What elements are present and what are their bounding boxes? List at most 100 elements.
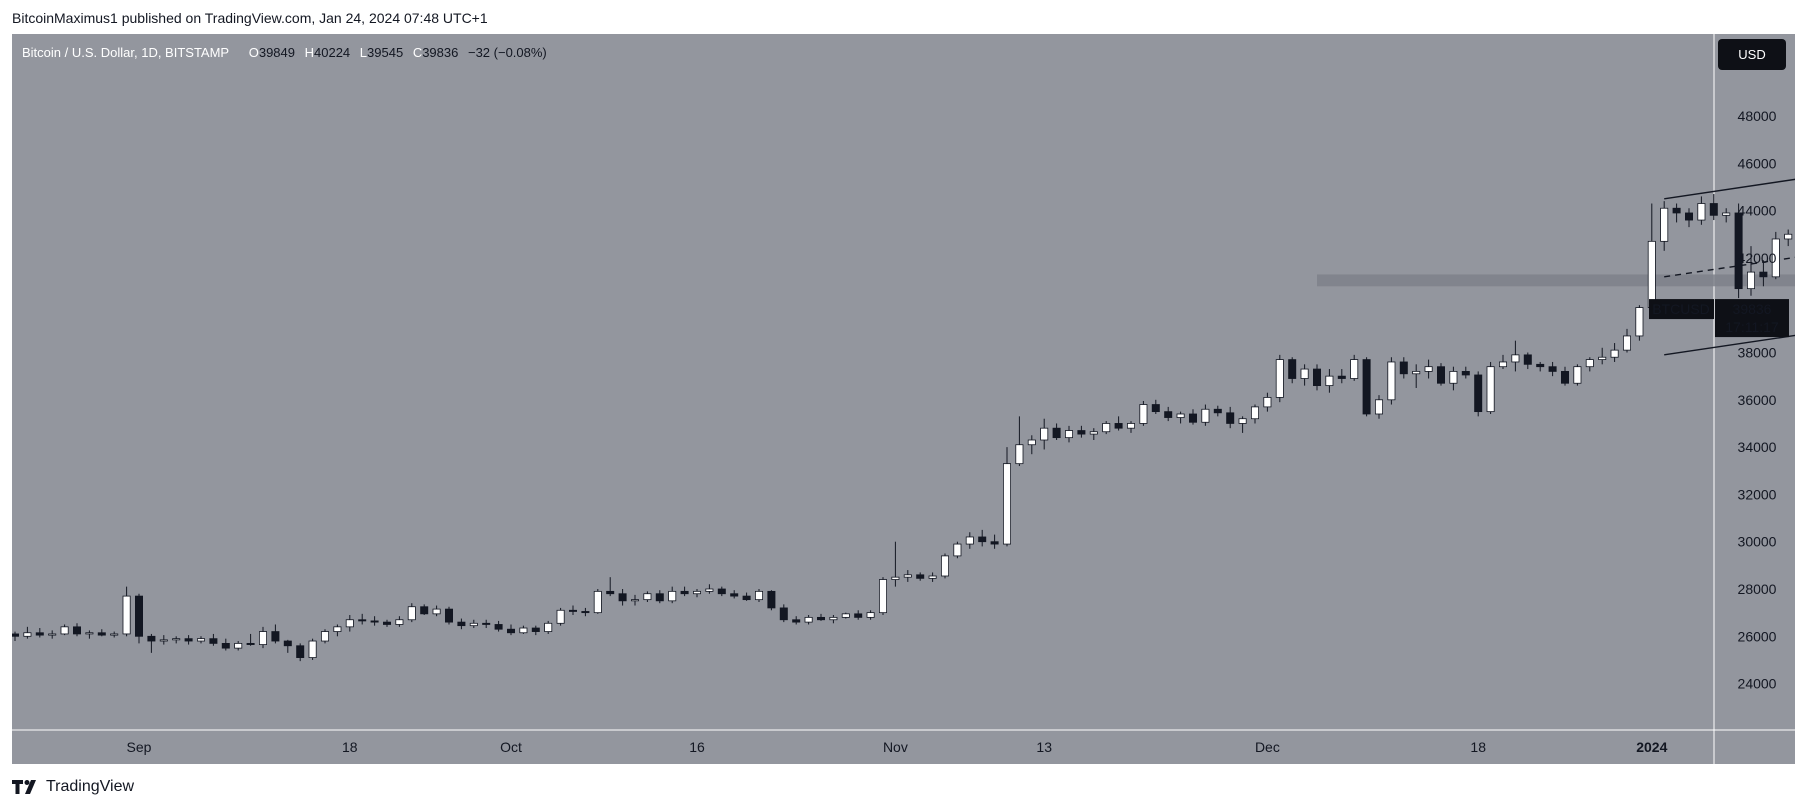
candle[interactable]: [432, 608, 441, 615]
candle[interactable]: [1226, 412, 1235, 424]
candle[interactable]: [817, 616, 826, 621]
candle[interactable]: [308, 640, 317, 658]
candle[interactable]: [1337, 375, 1346, 379]
candle[interactable]: [12, 633, 19, 637]
candle[interactable]: [444, 608, 453, 623]
candle[interactable]: [234, 642, 243, 649]
candle[interactable]: [407, 606, 416, 621]
candle[interactable]: [1536, 363, 1545, 368]
candle[interactable]: [85, 632, 94, 635]
candle[interactable]: [147, 635, 156, 642]
candle[interactable]: [866, 612, 875, 618]
candle[interactable]: [97, 632, 106, 636]
candle[interactable]: [1499, 361, 1508, 368]
candle[interactable]: [742, 595, 751, 601]
candle[interactable]: [1635, 307, 1644, 337]
candle[interactable]: [680, 590, 689, 595]
candle[interactable]: [1077, 430, 1086, 435]
candle[interactable]: [854, 613, 863, 618]
candle[interactable]: [519, 627, 528, 634]
candle[interactable]: [1548, 366, 1557, 372]
candle[interactable]: [1375, 399, 1384, 415]
candle[interactable]: [804, 616, 813, 623]
candle[interactable]: [1685, 212, 1694, 221]
candle[interactable]: [1412, 371, 1421, 375]
candle[interactable]: [916, 574, 925, 579]
candle[interactable]: [1511, 354, 1520, 363]
candle[interactable]: [60, 626, 69, 635]
candle[interactable]: [1709, 203, 1718, 216]
candle[interactable]: [1722, 212, 1731, 216]
candle[interactable]: [1697, 203, 1706, 221]
candle[interactable]: [1176, 413, 1185, 418]
price-chart[interactable]: 0 (48836)0.382 (39687)0.5 (36861)0.618 (…: [12, 34, 1795, 764]
candle[interactable]: [122, 595, 131, 635]
candle[interactable]: [779, 607, 788, 621]
candle[interactable]: [506, 628, 515, 634]
price-tag-symbol-box[interactable]: [1649, 299, 1714, 320]
candle[interactable]: [1251, 406, 1260, 420]
candle[interactable]: [1139, 404, 1148, 424]
candle[interactable]: [928, 575, 937, 579]
candle[interactable]: [1275, 359, 1284, 398]
candle[interactable]: [903, 574, 912, 578]
candle[interactable]: [370, 620, 379, 623]
candle[interactable]: [593, 590, 602, 614]
candle[interactable]: [246, 642, 255, 645]
candle[interactable]: [1424, 366, 1433, 372]
candle[interactable]: [1288, 359, 1297, 379]
candle[interactable]: [990, 541, 999, 545]
candle[interactable]: [841, 613, 850, 618]
candle[interactable]: [1387, 361, 1396, 401]
candle[interactable]: [531, 627, 540, 632]
candle[interactable]: [1027, 439, 1036, 446]
candle[interactable]: [469, 622, 478, 627]
currency-button[interactable]: USD: [1718, 39, 1786, 70]
candle[interactable]: [1573, 366, 1582, 384]
candle[interactable]: [829, 616, 838, 621]
candle[interactable]: [494, 624, 503, 630]
candle[interactable]: [135, 595, 144, 637]
candle[interactable]: [1003, 463, 1012, 545]
candle[interactable]: [1189, 413, 1198, 423]
candle[interactable]: [457, 621, 466, 627]
candle[interactable]: [382, 621, 391, 625]
price-tag-box[interactable]: [1715, 299, 1789, 338]
candle[interactable]: [73, 626, 82, 635]
candle[interactable]: [1238, 418, 1247, 424]
candle[interactable]: [1672, 207, 1681, 214]
candle[interactable]: [631, 599, 640, 602]
candle[interactable]: [1598, 356, 1607, 360]
candle[interactable]: [1151, 404, 1160, 413]
candle[interactable]: [1201, 408, 1210, 423]
candle[interactable]: [581, 611, 590, 614]
candle[interactable]: [333, 626, 342, 632]
candle[interactable]: [1399, 361, 1408, 375]
candle[interactable]: [606, 590, 615, 595]
candle[interactable]: [23, 632, 32, 637]
candle[interactable]: [420, 606, 429, 615]
publisher-name[interactable]: BitcoinMaximus1: [12, 10, 118, 26]
candle[interactable]: [730, 593, 739, 597]
candle[interactable]: [1747, 271, 1756, 290]
candle[interactable]: [544, 622, 553, 632]
candle[interactable]: [693, 590, 702, 595]
candle[interactable]: [110, 633, 119, 636]
candle[interactable]: [35, 632, 44, 636]
candle[interactable]: [1015, 444, 1024, 465]
candle[interactable]: [717, 588, 726, 595]
candle[interactable]: [1325, 375, 1334, 387]
candle[interactable]: [1585, 359, 1594, 368]
candle[interactable]: [1561, 371, 1570, 384]
candle[interactable]: [1734, 212, 1743, 290]
candle[interactable]: [1052, 427, 1061, 439]
candle[interactable]: [482, 622, 491, 625]
candle[interactable]: [1784, 233, 1793, 240]
candle[interactable]: [221, 642, 230, 649]
candle[interactable]: [1164, 411, 1173, 418]
candle[interactable]: [271, 631, 280, 642]
candle[interactable]: [1362, 359, 1371, 415]
candle[interactable]: [184, 638, 193, 642]
candle[interactable]: [767, 590, 776, 609]
candle[interactable]: [196, 638, 205, 642]
